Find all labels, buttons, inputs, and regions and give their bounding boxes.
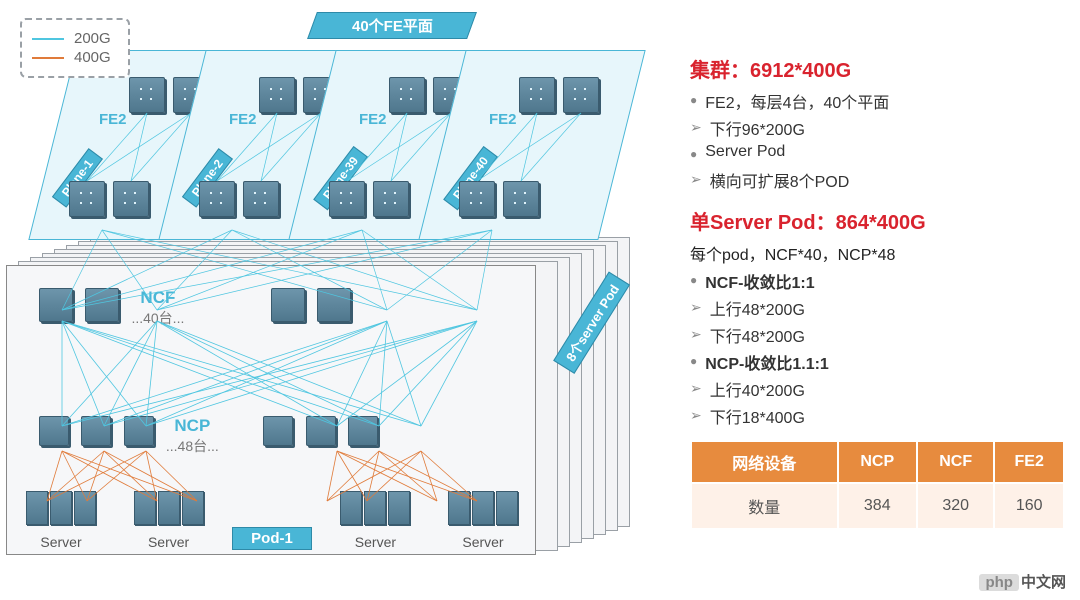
ncf-count: ...40台... — [128, 308, 188, 328]
server-icon — [388, 491, 410, 525]
server-icon — [448, 491, 470, 525]
server-label: Server — [133, 534, 205, 550]
fe-planes-banner: 40个FE平面 — [307, 12, 477, 39]
table-header: NCP — [838, 441, 917, 483]
fe-switch-icon — [259, 77, 295, 113]
legend-200g: 200G — [32, 30, 118, 47]
fe-switch-icon — [503, 181, 539, 217]
server-icon — [50, 491, 72, 525]
fe-label: FE2 — [229, 111, 257, 128]
server-icon — [26, 491, 48, 525]
spec-bullet: 下行48*200G — [690, 323, 1065, 347]
fe-switch-icon — [459, 181, 495, 217]
legend-400g-label: 400G — [74, 49, 111, 66]
server-label: Server — [25, 534, 97, 550]
table-header: 网络设备 — [691, 441, 838, 483]
server-icon — [182, 491, 204, 525]
server-icon — [134, 491, 156, 525]
legend-line-400g — [32, 57, 64, 59]
spec-bullet: NCP-收敛比1.1:1 — [690, 350, 1065, 374]
table-cell: 数量 — [691, 483, 838, 529]
pod-bullets: NCF-收敛比1:1 上行48*200G 下行48*200G NCP-收敛比1.1:1… — [690, 269, 1065, 428]
fe-switch-icon — [113, 181, 149, 217]
server-icon — [74, 491, 96, 525]
spec-bullet: 横向可扩展8个POD — [690, 168, 1065, 192]
fe-switch-icon — [329, 181, 365, 217]
fe-label: FE2 — [99, 111, 127, 128]
table-header-row: 网络设备NCPNCFFE2 — [691, 441, 1064, 483]
legend-box: 200G 400G — [20, 18, 130, 78]
ncp-switch-icon — [348, 416, 378, 446]
pod-stack: NCF ...40台... NCP ...48台... — [6, 265, 646, 575]
server-icon — [158, 491, 180, 525]
spec-bullet: NCF-收敛比1:1 — [690, 269, 1065, 293]
table-cell: 320 — [917, 483, 994, 529]
legend-200g-label: 200G — [74, 30, 111, 47]
ncp-switch-icon — [263, 416, 293, 446]
server-group: Server — [447, 491, 519, 550]
table-cell: 384 — [838, 483, 917, 529]
fe-switch-icon — [373, 181, 409, 217]
ncf-label: NCF — [128, 288, 188, 308]
ncp-switch-icon — [306, 416, 336, 446]
server-label: Server — [447, 534, 519, 550]
server-icon — [496, 491, 518, 525]
network-diagram: 200G 400G 40个FE平面 Plane-1 FE2 4台 Plane-2… — [12, 10, 662, 580]
spec-panel: 集群：6912*400G FE2，每层4台，40个平面下行96*200G Serv… — [690, 48, 1065, 530]
server-icon — [340, 491, 362, 525]
server-group: Server — [25, 491, 97, 550]
watermark-text: 中文网 — [1021, 574, 1066, 591]
spec-bullet: 下行96*200G — [690, 116, 1065, 140]
fe-planes-banner-text: 40个FE平面 — [352, 15, 433, 36]
pod-heading: 单Server Pod：864*400G — [690, 206, 1065, 235]
fe-label: FE2 — [359, 111, 387, 128]
server-row: Server Server Pod-1 Server Server — [17, 491, 527, 550]
ncf-switch-icon — [317, 288, 351, 322]
cluster-heading: 集群：6912*400G — [690, 54, 1065, 83]
fe-switch-icon — [129, 77, 165, 113]
spec-bullet: 下行18*400G — [690, 404, 1065, 428]
spec-bullet: 上行40*200G — [690, 377, 1065, 401]
fe-switch-icon — [243, 181, 279, 217]
ncp-switch-icon — [81, 416, 111, 446]
ncf-switch-icon — [271, 288, 305, 322]
fe-switch-icon — [519, 77, 555, 113]
ncp-label: NCP — [162, 416, 222, 436]
fe-switch-icon — [563, 77, 599, 113]
legend-line-200g — [32, 38, 64, 40]
table-header: FE2 — [994, 441, 1064, 483]
ncp-count: ...48台... — [162, 436, 222, 456]
server-icon — [472, 491, 494, 525]
pod-desc: 每个pod，NCF*40，NCP*48 — [690, 241, 1065, 265]
watermark: php中文网 — [979, 571, 1066, 592]
legend-400g: 400G — [32, 49, 118, 66]
pod-front: NCF ...40台... NCP ...48台... — [6, 265, 536, 555]
fe-switch-icon — [69, 181, 105, 217]
fe-label: FE2 — [489, 111, 517, 128]
spec-bullet: FE2，每层4台，40个平面 — [690, 89, 1065, 113]
fe-switch-icon — [389, 77, 425, 113]
fe-plane: Plane-40 FE2 4台 — [418, 50, 645, 240]
fe-switch-icon — [199, 181, 235, 217]
pod-tag: Pod-1 — [232, 527, 312, 550]
server-icon — [364, 491, 386, 525]
table-header: NCF — [917, 441, 994, 483]
spec-bullet: Server Pod — [690, 143, 1065, 165]
table-cell: 160 — [994, 483, 1064, 529]
server-label: Server — [339, 534, 411, 550]
ncf-switch-icon — [39, 288, 73, 322]
cluster-bullets: FE2，每层4台，40个平面下行96*200G Server Pod 横向可扩展8个… — [690, 89, 1065, 192]
server-group: Server — [133, 491, 205, 550]
watermark-logo: php — [979, 574, 1019, 591]
ncf-row: NCF ...40台... — [35, 288, 355, 328]
spec-bullet: 上行48*200G — [690, 296, 1065, 320]
table-row: 数量384320160 — [691, 483, 1064, 529]
ncp-switch-icon — [124, 416, 154, 446]
ncp-row: NCP ...48台... — [35, 416, 382, 456]
ncf-switch-icon — [85, 288, 119, 322]
ncp-switch-icon — [39, 416, 69, 446]
server-group: Server — [339, 491, 411, 550]
device-table: 网络设备NCPNCFFE2 数量384320160 — [690, 440, 1065, 530]
